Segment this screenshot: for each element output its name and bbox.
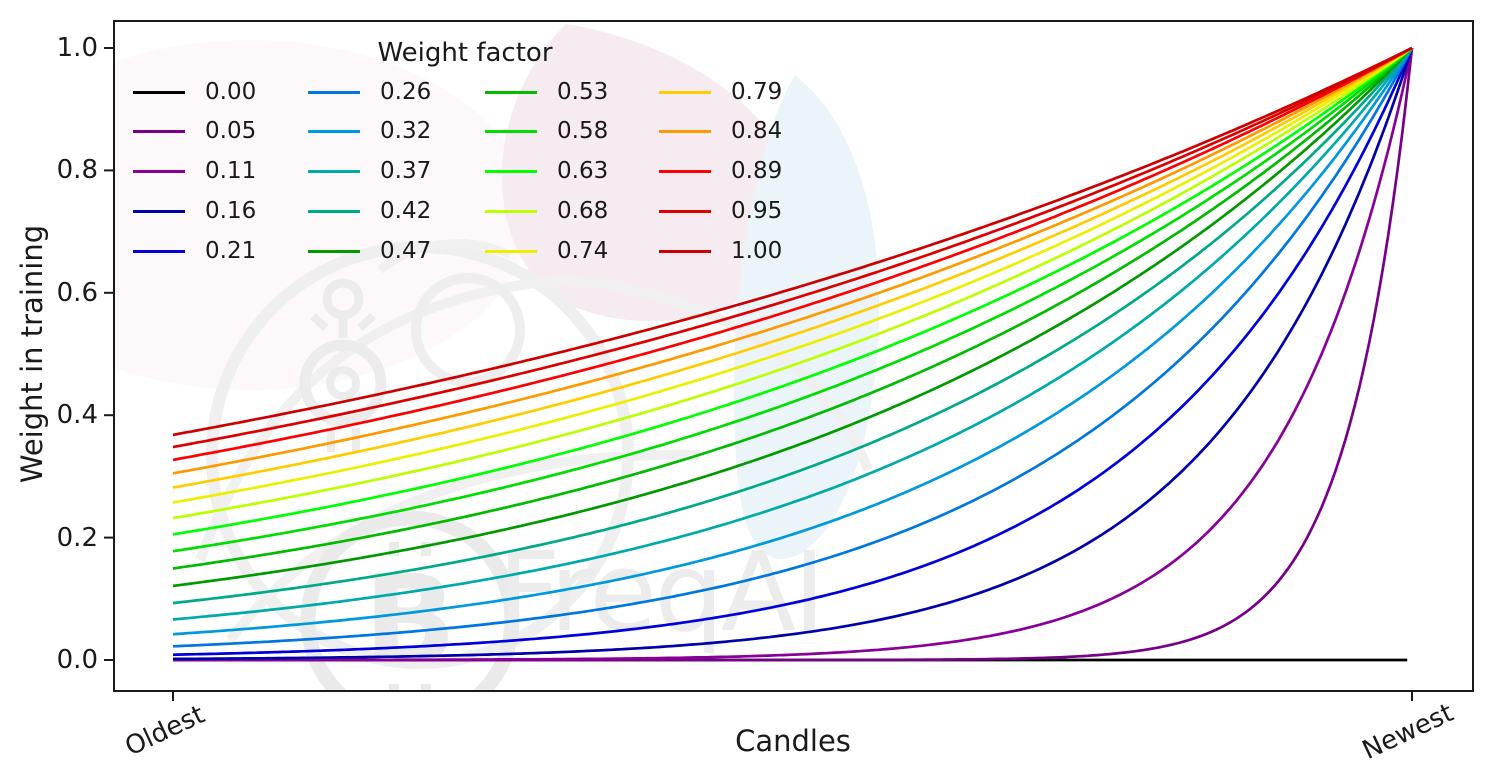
curve-weight-factor-0.53	[172, 47, 1413, 570]
tick-marks-group	[104, 47, 1413, 701]
ytick-label-0.8: 0.8	[56, 155, 98, 185]
curve-weight-factor-0.32	[172, 47, 1414, 636]
curve-weight-factor-0.47	[172, 47, 1413, 588]
watermark-pink-leaf	[501, 24, 797, 322]
curve-weight-factor-0.42	[172, 47, 1414, 605]
curve-weight-factor-0.89	[172, 46, 1413, 462]
curve-weight-factor-0.84	[172, 46, 1413, 475]
y-axis-label: Weight in training	[15, 224, 49, 484]
curve-weight-factor-0.26	[172, 47, 1414, 648]
curve-weight-factor-0.63	[172, 46, 1413, 536]
ytick-label-0.4: 0.4	[56, 400, 98, 430]
curve-weight-factor-0.21	[172, 47, 1414, 657]
curve-weight-factor-0.37	[172, 47, 1414, 621]
axes-frame	[113, 20, 1474, 692]
x-axis-label: Candles	[735, 724, 851, 758]
curve-weight-factor-0.95	[172, 46, 1413, 449]
ytick-label-1.0: 1.0	[56, 33, 98, 63]
watermark-stopwatch-icon	[299, 278, 387, 452]
curve-weight-factor-0.16	[173, 47, 1414, 661]
ytick-label-0.0: 0.0	[56, 645, 98, 675]
curve-weight-factor-0.68	[172, 46, 1413, 520]
watermark-pink-wash	[115, 40, 530, 390]
watermark-coin-letter: B	[364, 549, 457, 691]
curve-weight-factor-0.11	[173, 47, 1414, 662]
watermark-logo: B FreqAI	[115, 24, 880, 691]
ytick-label-0.6: 0.6	[56, 278, 98, 308]
curve-weight-factor-0.74	[172, 46, 1413, 504]
curves-group	[172, 46, 1414, 662]
curve-weight-factor-0.58	[172, 46, 1413, 553]
curve-weight-factor-1.00	[172, 46, 1413, 437]
watermark-lens-icon	[411, 273, 525, 387]
curve-weight-factor-0.79	[172, 46, 1413, 489]
ytick-label-0.2: 0.2	[56, 523, 98, 553]
